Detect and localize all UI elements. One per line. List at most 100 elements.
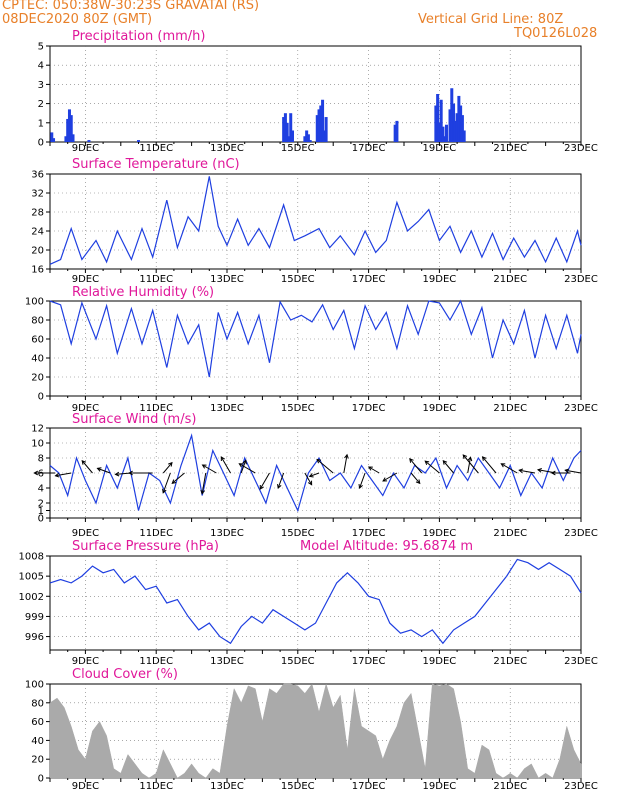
cloud-ytick-label: 80	[31, 698, 44, 709]
temp-xtick-label: 19DEC	[423, 274, 457, 285]
precip-bar	[441, 126, 445, 142]
pres-xtick-label: 19DEC	[423, 656, 457, 667]
temp-ytick-label: 16	[31, 265, 44, 276]
precip-xtick-label: 13DEC	[210, 143, 244, 154]
temp-xtick-label: 23DEC	[564, 274, 598, 285]
wind-arrow-head	[162, 488, 167, 494]
precip-bar	[444, 124, 448, 142]
rh-ytick-label: 100	[25, 297, 44, 308]
precip-xtick-label: 9DEC	[72, 143, 99, 154]
run-date-header: 08DEC2020 80Z (GMT)	[2, 12, 153, 27]
precip-bar	[137, 140, 140, 142]
temp-xtick-label: 9DEC	[72, 274, 99, 285]
wind-xtick-label: 17DEC	[352, 528, 386, 539]
wind-arrow-shaft	[442, 460, 454, 474]
wind-arrow-shaft	[368, 466, 380, 474]
precip-xtick-label: 11DEC	[139, 143, 173, 154]
wind-arrow-head	[33, 470, 39, 476]
wind-arrow-shaft	[97, 467, 111, 474]
temp-ytick-label: 36	[31, 170, 44, 181]
precip-ytick-label: 0	[38, 138, 44, 149]
wind-arrow-head	[415, 479, 421, 485]
rh-xtick-label: 23DEC	[564, 403, 598, 414]
cloud-xtick-label: 23DEC	[564, 781, 598, 792]
rh-xtick-label: 11DEC	[139, 403, 173, 414]
precip-xtick-label: 17DEC	[352, 143, 386, 154]
precip-bar	[439, 99, 443, 142]
wind-arrow-head	[344, 453, 349, 459]
wind-arrow-head	[316, 458, 322, 464]
precip-bar	[305, 130, 309, 142]
precip-bar	[462, 130, 466, 142]
pres-ytick-label: 996	[25, 632, 44, 643]
wind-arrow-shaft	[501, 463, 518, 474]
wind-arrow-head	[442, 459, 448, 465]
cloud-xtick-label: 11DEC	[139, 781, 173, 792]
pres-ytick-label: 1002	[19, 592, 44, 603]
precip-bar	[457, 95, 461, 142]
rh-xtick-label: 15DEC	[281, 403, 315, 414]
grid-line-note: Vertical Grid Line: 80Z	[418, 12, 564, 27]
wind-arrow-head	[307, 480, 313, 486]
wind-ytick-label: 4	[38, 484, 44, 495]
wind-arrow-shaft	[316, 459, 334, 474]
precip-bar	[319, 105, 323, 142]
cloud-ytick-label: 60	[31, 717, 44, 728]
wind-arrow-head	[200, 489, 206, 495]
precip-bar	[434, 105, 438, 142]
precip-bar	[452, 103, 456, 142]
precip-bar	[52, 138, 56, 142]
rh-xtick-label: 17DEC	[352, 403, 386, 414]
cloud-xtick-label: 17DEC	[352, 781, 386, 792]
rh-ytick-label: 80	[31, 316, 44, 327]
wind-xtick-label: 21DEC	[493, 528, 527, 539]
precip-bar	[66, 118, 70, 142]
precip-bar	[460, 115, 464, 142]
wind-arrow-head	[424, 460, 430, 466]
precip-bar	[283, 113, 287, 142]
wind-xtick-label: 13DEC	[210, 528, 244, 539]
pres-xtick-label: 15DEC	[281, 656, 315, 667]
wind-xtick-label: 11DEC	[139, 528, 173, 539]
wind-ytick-label: 10	[31, 439, 44, 450]
rh-ytick-label: 60	[31, 335, 44, 346]
wind-arrow-head	[96, 467, 102, 472]
pres-xtick-label: 23DEC	[564, 656, 598, 667]
cloud-ytick-label: 40	[31, 736, 44, 747]
rh-xtick-label: 19DEC	[423, 403, 457, 414]
precip-bar	[289, 113, 293, 142]
cloud-xtick-label: 15DEC	[281, 781, 315, 792]
wind-ytick-label: 8	[38, 454, 44, 465]
wind-arrow-shaft	[201, 472, 207, 494]
wind-line	[49, 433, 582, 513]
pres-ytick-label: 1008	[19, 552, 44, 563]
precip-bar	[324, 117, 328, 142]
cloud-xtick-label: 13DEC	[210, 781, 244, 792]
precip-bar	[395, 120, 399, 142]
wind-arrow-head	[168, 461, 173, 467]
wind-arrow-head	[114, 471, 120, 477]
precip-xtick-label: 23DEC	[564, 143, 598, 154]
wind-ytick-label: 2	[38, 499, 44, 510]
wind-arrow-shaft	[277, 472, 285, 489]
temp-line	[49, 176, 582, 265]
wind-arrow-head	[220, 456, 225, 461]
pres-xtick-label: 11DEC	[139, 656, 173, 667]
precip-bar	[306, 134, 310, 142]
wind-arrow-shaft	[565, 469, 582, 474]
wind-arrow-head	[367, 466, 373, 471]
precip-bar	[290, 130, 294, 142]
wind-arrow-head	[467, 456, 473, 462]
wind-ytick-label: 0	[38, 514, 44, 525]
cloud-ytick-label: 0	[38, 774, 44, 785]
rh-ytick-label: 0	[38, 392, 44, 403]
wind-arrow-head	[277, 484, 282, 490]
wind-arrow-head	[564, 468, 570, 474]
temp-ytick-label: 20	[31, 246, 44, 257]
wind-arrow-shaft	[467, 457, 471, 474]
precip-bar	[303, 136, 307, 142]
precip-xtick-label: 19DEC	[423, 143, 457, 154]
wind-arrow-shaft	[462, 454, 479, 474]
wind-arrow-shaft	[309, 472, 320, 477]
